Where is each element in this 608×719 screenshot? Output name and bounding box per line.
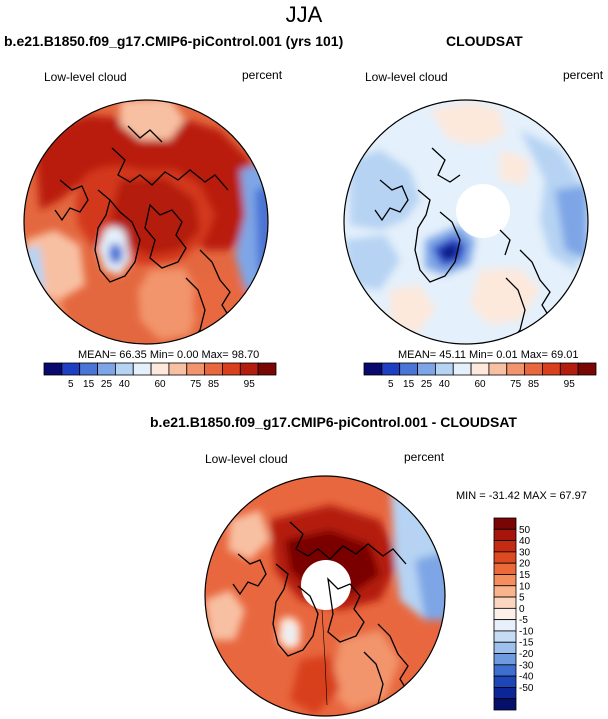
colorbar-segment <box>493 698 517 711</box>
colorbar-segment <box>577 362 597 376</box>
colorbar-tick-label: 15 <box>403 379 415 390</box>
colorbar-tick-label: 15 <box>83 379 95 390</box>
colorbar-tick-label: 5 <box>388 379 394 390</box>
panel3-map-boundary <box>204 475 446 717</box>
colorbar-tick-label: 85 <box>208 379 220 390</box>
colorbar-tick-label: 50 <box>519 525 531 536</box>
colorbar-tick-label: 40 <box>519 536 531 547</box>
colorbar-tick-label: -40 <box>519 672 534 683</box>
colorbar-tick-label: 25 <box>421 379 433 390</box>
colorbar-tick-label: 85 <box>528 379 540 390</box>
colorbar-segment <box>381 362 401 376</box>
colorbar-segment <box>493 585 517 598</box>
colorbar-segment <box>559 362 579 376</box>
panel3-stats: MIN = -31.42 MAX = 67.97 <box>456 490 587 502</box>
colorbar-segment <box>257 362 277 376</box>
panel2-stats: MEAN= 45.11 Min= 0.01 Max= 69.01 <box>398 349 579 361</box>
colorbar-segment <box>79 362 98 376</box>
colorbar-segment <box>493 596 517 609</box>
colorbar-segment <box>417 362 436 376</box>
panel2-map <box>343 99 589 345</box>
colorbar-segment <box>434 362 454 376</box>
panel1-stats: MEAN= 66.35 Min= 0.00 Max= 98.70 <box>78 349 260 361</box>
colorbar-tick-label: 20 <box>519 559 531 570</box>
colorbar-tick-label: 75 <box>190 379 202 390</box>
panel3-variable-label: Low-level cloud <box>205 452 288 466</box>
colorbar-segment <box>452 362 472 376</box>
colorbar-tick-label: 25 <box>101 379 113 390</box>
colorbar-segment <box>506 362 526 376</box>
panel1-title: b.e21.B1850.f09_g17.CMIP6-piControl.001 … <box>4 33 344 49</box>
colorbar-tick-label: 95 <box>244 379 256 390</box>
panel3-map <box>204 475 446 717</box>
colorbar-tick-label: 60 <box>474 379 486 390</box>
colorbar-segment <box>493 607 517 621</box>
colorbar-tick-label: 60 <box>154 379 166 390</box>
colorbar-segment <box>488 362 508 376</box>
colorbar-segment <box>493 675 517 688</box>
colorbar-segment <box>470 362 490 376</box>
colorbar-segment <box>43 362 63 376</box>
colorbar-tick-label: -20 <box>519 649 534 660</box>
panel1-units-label: percent <box>242 68 283 82</box>
colorbar-segment <box>239 362 259 376</box>
colorbar-tick-label: 10 <box>519 581 531 592</box>
colorbar-tick-label: 30 <box>519 547 531 558</box>
colorbar-segment <box>493 687 517 700</box>
panel2-colorbar: 5 15 25 40 60 75 85 95 <box>363 362 597 390</box>
panel3-title: b.e21.B1850.f09_g17.CMIP6-piControl.001 … <box>150 414 517 430</box>
colorbar-tick-label: -15 <box>519 638 534 649</box>
panel1-map-boundary <box>23 99 269 345</box>
panel1-colorbar: 5 15 25 40 60 75 85 95 <box>43 362 277 390</box>
colorbar-segment <box>493 630 517 643</box>
figure-title: JJA <box>285 2 323 27</box>
colorbar-segment <box>493 562 517 575</box>
panel3-units-label: percent <box>404 450 445 464</box>
colorbar-segment <box>150 362 170 376</box>
colorbar-segment <box>97 362 116 376</box>
colorbar-segment <box>493 517 517 530</box>
colorbar-segment <box>493 551 517 564</box>
colorbar-tick-label: -5 <box>519 615 528 626</box>
colorbar-tick-label: 40 <box>119 379 131 390</box>
colorbar-tick-label: 40 <box>439 379 451 390</box>
colorbar-segment <box>132 362 152 376</box>
colorbar-tick-label: -10 <box>519 626 534 637</box>
panel2-map-boundary <box>343 99 589 345</box>
colorbar-segment <box>168 362 188 376</box>
colorbar-tick-label: -30 <box>519 660 534 671</box>
panel2-variable-label: Low-level cloud <box>365 70 448 84</box>
panel1-variable-label: Low-level cloud <box>44 70 127 84</box>
colorbar-segment <box>524 362 543 376</box>
colorbar-segment <box>186 362 206 376</box>
colorbar-segment <box>399 362 418 376</box>
colorbar-segment <box>493 574 517 587</box>
panel1-map <box>23 99 269 345</box>
colorbar-segment <box>493 664 517 677</box>
colorbar-tick-label: -50 <box>519 683 534 694</box>
colorbar-tick-label: 5 <box>519 593 525 604</box>
colorbar-segment <box>493 528 517 541</box>
colorbar-tick-label: 75 <box>510 379 522 390</box>
colorbar-tick-label: 95 <box>564 379 576 390</box>
panel2-units-label: percent <box>563 68 604 82</box>
colorbar-segment <box>222 362 241 376</box>
colorbar-segment <box>542 362 561 376</box>
colorbar-tick-label: 0 <box>519 604 525 615</box>
colorbar-segment <box>363 362 383 376</box>
colorbar-tick-label: 15 <box>519 570 531 581</box>
colorbar-segment <box>493 653 517 666</box>
colorbar-segment <box>493 619 517 632</box>
colorbar-tick-label: 5 <box>68 379 74 390</box>
colorbar-segment <box>493 641 517 654</box>
panel2-title: CLOUDSAT <box>446 33 523 49</box>
colorbar-segment <box>204 362 223 376</box>
colorbar-segment <box>493 540 517 553</box>
colorbar-segment <box>61 362 81 376</box>
colorbar-segment <box>114 362 134 376</box>
